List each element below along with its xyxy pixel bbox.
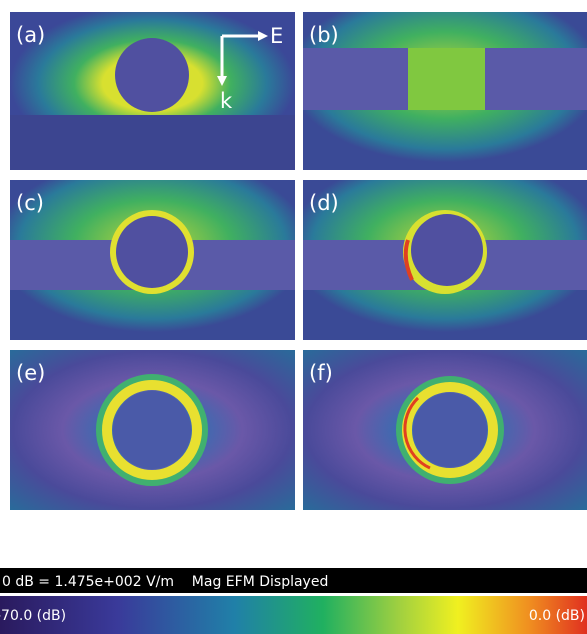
panel-b: (b)	[303, 12, 587, 170]
colorbar-min: -70.0 (dB)	[0, 608, 66, 624]
arrow-label: E	[270, 24, 283, 48]
panel-label: (e)	[16, 361, 45, 385]
panel-d: (d)	[303, 180, 587, 340]
panel-label: (c)	[16, 191, 44, 215]
arrow-label: k	[220, 89, 233, 113]
sphere	[411, 214, 483, 286]
panel-label: (a)	[16, 23, 45, 47]
panel-label: (d)	[309, 191, 339, 215]
panel-c: (c)	[10, 180, 295, 340]
panel-label: (f)	[309, 361, 333, 385]
panel-label: (b)	[309, 23, 339, 47]
colorbar: 0 dB = 1.475e+002 V/m Mag EFM Displayed …	[0, 568, 587, 634]
sphere	[116, 216, 188, 288]
panel-a: (a) E k	[10, 12, 295, 170]
sphere	[115, 38, 189, 112]
sphere	[413, 393, 487, 467]
panel-e: (e)	[10, 350, 295, 510]
substrate	[10, 115, 295, 170]
panel-f: (f)	[303, 350, 587, 510]
colorbar-title: 0 dB = 1.475e+002 V/m Mag EFM Displayed	[2, 574, 328, 590]
colorbar-gradient	[0, 596, 587, 634]
slab	[303, 48, 408, 110]
colorbar-max: 0.0 (dB)	[529, 608, 585, 624]
gap	[408, 48, 485, 110]
figure: (a) E k (b) (c) (d) (e) (f) 0 dB = 1.475…	[0, 0, 587, 634]
sphere	[113, 391, 191, 469]
slab	[485, 48, 587, 110]
